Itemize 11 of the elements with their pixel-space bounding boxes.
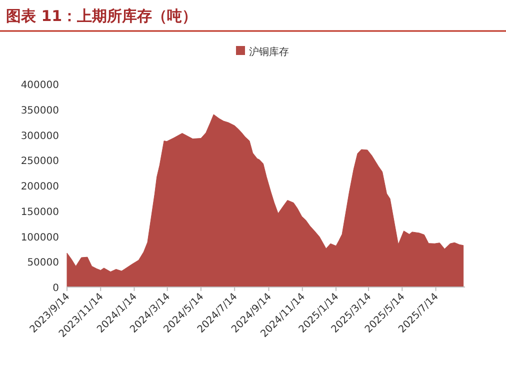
y-tick-label: 50000 <box>27 258 59 269</box>
y-tick-label: 400000 <box>20 80 59 91</box>
legend-label: 沪铜库存 <box>249 46 289 58</box>
chart-title: 图表 11：上期所库存（吨） <box>6 7 198 25</box>
y-tick-label: 100000 <box>20 232 59 244</box>
y-tick-label: 300000 <box>20 130 59 142</box>
y-tick-label: 350000 <box>20 105 59 116</box>
y-tick-label: 150000 <box>20 206 59 218</box>
y-tick-label: 0 <box>52 283 59 294</box>
y-tick-label: 200000 <box>20 182 59 192</box>
y-tick-label: 250000 <box>20 156 59 168</box>
